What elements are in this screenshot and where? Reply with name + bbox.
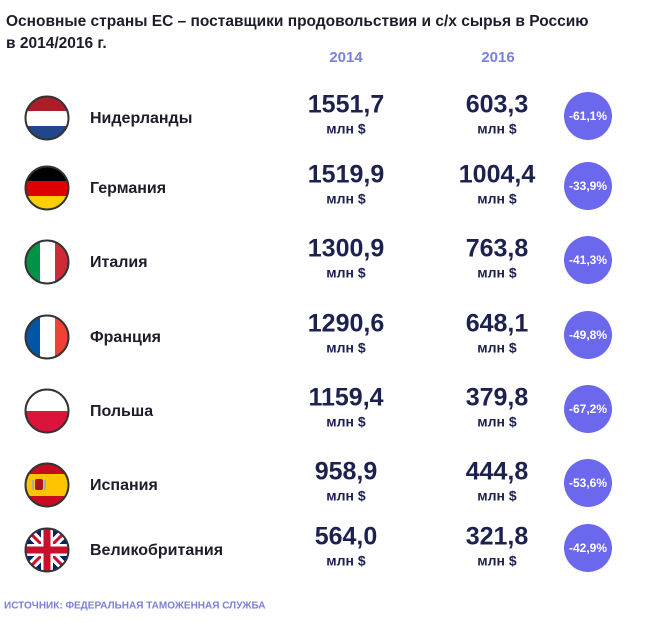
unit: млн $ <box>326 265 366 281</box>
value-2014: 1551,7 <box>308 91 384 119</box>
change-badge <box>564 236 612 284</box>
column-header: 2016 <box>481 49 514 66</box>
unit: млн $ <box>326 121 366 137</box>
emblem <box>32 480 34 490</box>
flag-border <box>24 239 70 285</box>
stripe <box>26 411 68 432</box>
value-2014: 1290,6 <box>308 310 384 338</box>
change: -53,6% <box>569 476 607 490</box>
value-2016: 1004,4 <box>459 161 536 189</box>
value-2014: 958,9 <box>315 458 378 486</box>
value-2016: 321,8 <box>466 523 529 551</box>
emblem <box>35 479 43 490</box>
unit: млн $ <box>326 488 366 504</box>
value-2014: 1159,4 <box>308 384 383 412</box>
emblem <box>44 480 46 490</box>
change-badge <box>564 524 612 572</box>
stripe <box>40 241 55 283</box>
stripe <box>26 111 68 126</box>
unit: млн $ <box>326 414 366 430</box>
country: Германия <box>90 180 166 197</box>
unit: млн $ <box>326 340 366 356</box>
change-badge <box>564 385 612 433</box>
column-header: 2014 <box>329 49 363 66</box>
change: -61,1% <box>569 109 607 123</box>
flag-border <box>24 462 70 508</box>
unit: млн $ <box>477 488 517 504</box>
country: Италия <box>90 254 148 271</box>
unit: млн $ <box>477 553 517 569</box>
value-2016: 444,8 <box>466 458 529 486</box>
title-line: в 2014/2016 г. <box>6 35 107 52</box>
unit: млн $ <box>477 191 517 207</box>
country: Польша <box>90 403 153 420</box>
unit: млн $ <box>326 191 366 207</box>
unit: млн $ <box>477 265 517 281</box>
flag-border <box>24 314 70 360</box>
source: ИСТОЧНИК: ФЕДЕРАЛЬНАЯ ТАМОЖЕННАЯ СЛУЖБА <box>4 601 265 612</box>
value-2016: 379,8 <box>466 384 529 412</box>
flag-border <box>24 527 70 573</box>
unit: млн $ <box>477 414 517 430</box>
value-2014: 564,0 <box>315 523 378 551</box>
value-2016: 603,3 <box>466 91 529 119</box>
unit: млн $ <box>326 553 366 569</box>
country: Нидерланды <box>90 110 192 127</box>
change-badge <box>564 162 612 210</box>
stripe <box>26 241 40 283</box>
stripe <box>40 316 55 358</box>
country: Испания <box>90 477 158 494</box>
unit: млн $ <box>477 121 517 137</box>
flag-border <box>24 388 70 434</box>
stripe <box>26 167 68 181</box>
change-badge <box>564 459 612 507</box>
change: -33,9% <box>569 179 607 193</box>
flag <box>26 390 68 432</box>
stripe <box>26 474 68 496</box>
value-2016: 763,8 <box>466 235 529 263</box>
country: Великобритания <box>90 542 223 559</box>
change: -49,8% <box>569 328 607 342</box>
change: -42,9% <box>569 541 607 555</box>
value-2014: 1300,9 <box>308 235 384 263</box>
country: Франция <box>90 329 161 346</box>
flag-border <box>24 95 70 141</box>
flag <box>26 464 68 506</box>
change-badge <box>564 311 612 359</box>
change-badge <box>564 92 612 140</box>
title-line: Основные страны ЕС – поставщики продовол… <box>6 13 588 30</box>
value-2014: 1519,9 <box>308 161 384 189</box>
stripe <box>26 97 68 111</box>
stripe <box>26 390 68 411</box>
unit: млн $ <box>477 340 517 356</box>
value-2016: 648,1 <box>466 310 529 338</box>
cross <box>26 529 68 571</box>
change: -41,3% <box>569 253 607 267</box>
flag-border <box>24 165 70 211</box>
stripe <box>26 316 40 358</box>
stripe <box>26 181 68 196</box>
change: -67,2% <box>569 402 607 416</box>
